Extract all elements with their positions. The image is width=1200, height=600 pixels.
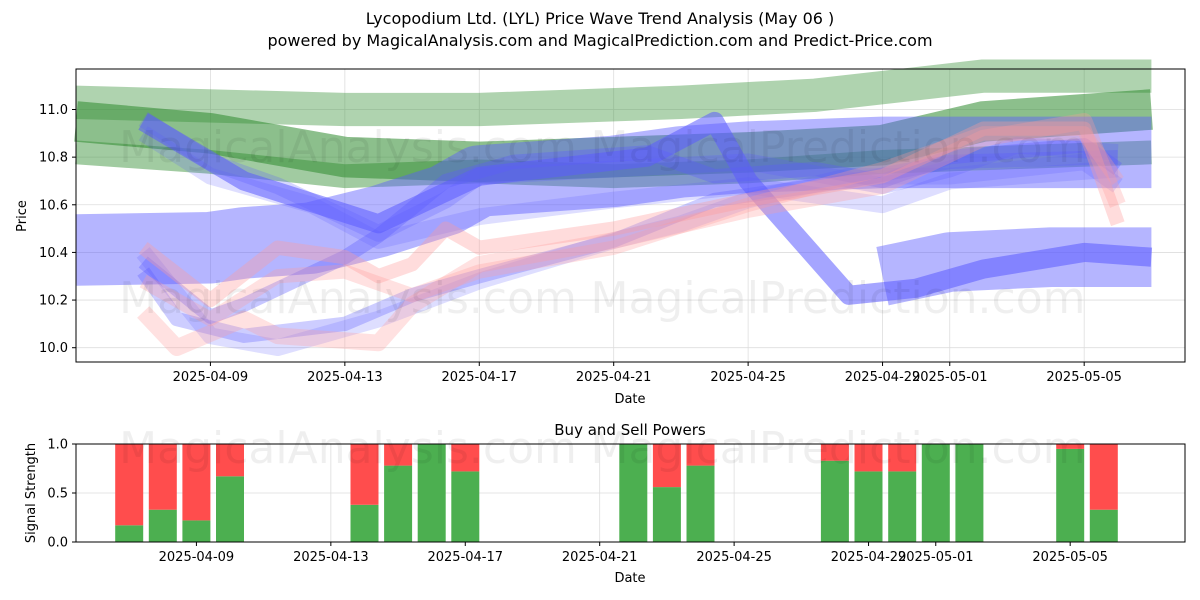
price-y-ticks: 10.0 10.2 10.4 10.6 10.8 11.0 [39,103,76,356]
price-x-tick-label: 2025-05-05 [1046,370,1122,385]
buy-bar [854,471,883,542]
buy-bar [451,471,480,542]
price-x-tick-label: 2025-04-21 [576,370,652,385]
signal-x-axis-label: Date [614,571,645,586]
price-plot-frame [75,68,1186,363]
signal-x-tick-label: 2025-04-21 [562,550,638,565]
price-x-tick-label: 2025-04-29 [845,370,921,385]
chart-subtitle: powered by MagicalAnalysis.com and Magic… [267,31,933,50]
buy-bar [820,460,849,542]
price-watermarks: MagicalAnalysis.com MagicalPrediction.co… [119,122,1085,324]
price-y-tick-label: 10.2 [39,294,68,309]
price-y-tick-label: 10.6 [39,198,68,213]
signal-x-tick-label: 2025-04-25 [696,550,772,565]
price-wave-band-11 [138,121,1125,308]
price-wave-band-0 [75,59,1152,127]
sell-bar [686,444,715,466]
buy-bar [148,509,177,542]
signal-panel-title: Buy and Sell Powers [554,421,706,439]
chart-title: Lycopodium Ltd. (LYL) Price Wave Trend A… [365,9,835,28]
signal-y-axis-label: Signal Strength [24,443,39,543]
price-x-tick-label: 2025-04-13 [307,370,383,385]
price-y-tick-label: 11.0 [39,103,68,118]
price-wave-band-9 [138,111,1119,242]
price-y-axis-label: Price [15,200,30,232]
signal-panel: Buy and Sell Powers MagicalAnalysis.com … [24,421,1186,586]
watermark-analysis-mid: MagicalAnalysis.com [119,273,577,324]
buy-bar [182,520,211,542]
buy-bar [955,444,984,542]
price-wave-band-10 [138,126,1119,249]
sell-bar [652,444,681,488]
signal-y-tick-label: 1.0 [47,438,68,453]
buy-bar [384,465,413,542]
watermark-prediction-bottom: MagicalPrediction.com [591,423,1086,474]
price-x-tick-label: 2025-04-17 [441,370,517,385]
price-x-tick-label: 2025-04-09 [173,370,249,385]
buy-bar [888,471,917,542]
price-x-axis-label: Date [614,392,645,407]
buy-bar [686,465,715,542]
price-wave-band-7 [137,149,1119,343]
price-y-tick-label: 10.4 [39,246,68,261]
price-y-tick-label: 10.0 [39,341,68,356]
buy-bar [216,476,244,542]
signal-x-tick-label: 2025-04-17 [427,550,503,565]
price-wave-band-4 [138,111,1153,305]
buy-bar [417,444,446,542]
sell-bar [384,444,413,466]
signal-y-tick-label: 0.5 [47,487,68,502]
signal-x-tick-label: 2025-05-05 [1032,550,1108,565]
sell-bar [451,444,480,472]
price-x-tick-label: 2025-05-01 [912,370,988,385]
sell-bar [182,444,211,521]
watermark-prediction-top: MagicalPrediction.com [591,122,1086,173]
signal-watermarks: MagicalAnalysis.com MagicalPrediction.co… [119,423,1085,474]
watermark-analysis-top: MagicalAnalysis.com [119,122,577,173]
watermark-prediction-mid: MagicalPrediction.com [591,273,1086,324]
buy-bar [115,525,144,542]
buy-bar [619,444,648,542]
price-y-tick-label: 10.8 [39,151,68,166]
buy-bar [652,487,681,542]
sell-bar [350,444,379,505]
price-panel: MagicalAnalysis.com MagicalPrediction.co… [15,59,1186,407]
price-wave-band-5 [876,227,1152,306]
price-wave-band-12 [137,113,1126,357]
signal-x-tick-label: 2025-04-13 [293,550,369,565]
price-wave-series [74,59,1153,357]
price-wave-band-6 [138,138,1122,324]
sell-bar [115,444,144,526]
signal-x-tick-label: 2025-04-29 [831,550,907,565]
sell-bar [854,444,883,472]
signal-y-tick-label: 0.0 [47,536,68,551]
buy-bar [1089,509,1118,542]
sell-bar [1089,444,1118,510]
signal-x-tick-label: 2025-05-01 [898,550,974,565]
price-wave-band-8 [136,153,1123,357]
signal-x-ticks: 2025-04-09 2025-04-13 2025-04-17 2025-04-21… [159,542,1108,565]
price-x-tick-label: 2025-04-25 [710,370,786,385]
sell-bar [148,444,177,510]
sell-bar [1056,444,1085,449]
sell-bar [216,444,244,477]
buy-bar [1056,448,1085,542]
sell-bar [888,444,917,472]
buy-bar [921,444,950,542]
price-wave-band-13 [139,126,1124,327]
watermark-analysis-bottom: MagicalAnalysis.com [119,423,577,474]
buy-bar [350,504,379,542]
signal-y-ticks: 0.0 0.5 1.0 [47,438,76,551]
price-x-ticks: 2025-04-09 2025-04-13 2025-04-17 2025-04-21… [173,362,1122,385]
sell-bar [820,444,849,461]
signal-bars [115,444,1118,542]
signal-x-tick-label: 2025-04-09 [159,550,235,565]
